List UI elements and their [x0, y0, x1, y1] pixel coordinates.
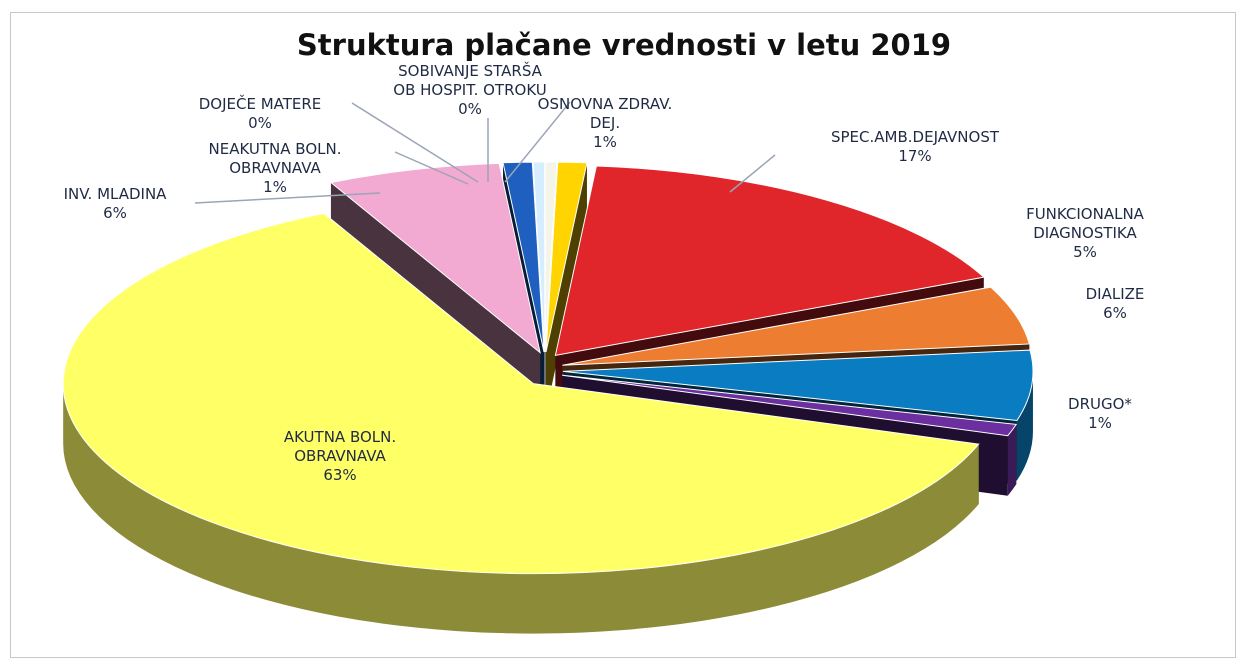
category-label: DIALIZE: [1085, 285, 1145, 303]
category-label: FUNKCIONALNA DIAGNOSTIKA: [1026, 205, 1144, 242]
leader-line: [351, 102, 479, 183]
pie: [62, 161, 1034, 634]
pie-slice: [545, 161, 588, 353]
category-label: OSNOVNA ZDRAV. DEJ.: [537, 95, 673, 132]
pie-slice: [554, 165, 985, 356]
pie-slice: [532, 161, 546, 353]
leader-line: [394, 151, 469, 185]
category-label: SPEC.AMB.DEJAVNOST: [830, 128, 1000, 146]
data-label: DIALIZE 6%: [1086, 285, 1145, 323]
pie-slice: [562, 286, 1031, 366]
data-label: OSNOVNA ZDRAV. DEJ. 1%: [538, 95, 673, 152]
pie-side: [1016, 371, 1033, 481]
pie-slice: [562, 349, 1034, 422]
value-label: 6%: [1103, 304, 1127, 322]
category-label: SOBIVANJE STARŠA OB HOSPIT. OTROKU: [393, 62, 547, 99]
data-label: AKUTNA BOLN. OBRAVNAVA 63%: [284, 428, 396, 485]
pie-side: [63, 383, 979, 634]
leader-line: [194, 192, 381, 204]
data-label: DRUGO* 1%: [1068, 395, 1132, 433]
data-label: SOBIVANJE STARŠA OB HOSPIT. OTROKU 0%: [393, 62, 546, 119]
value-label: 5%: [1073, 243, 1097, 261]
leader-line: [729, 154, 776, 193]
leader-line: [504, 101, 571, 183]
pie-slice: [502, 161, 545, 353]
pie-side: [1007, 424, 1017, 496]
chart-title: Struktura plačane vrednosti v letu 2019: [296, 28, 952, 62]
value-label: 0%: [248, 114, 272, 132]
category-label: DRUGO*: [1068, 395, 1132, 413]
value-label: 1%: [263, 178, 287, 196]
pie-slice: [562, 374, 1018, 437]
value-label: 1%: [593, 133, 617, 151]
value-label: 0%: [458, 100, 482, 118]
value-label: 17%: [898, 147, 932, 165]
data-label: INV. MLADINA 6%: [64, 185, 167, 223]
data-label: SPEC.AMB.DEJAVNOST 17%: [831, 128, 999, 166]
pie-slice: [62, 212, 980, 575]
chart-frame: [10, 12, 1236, 658]
category-label: DOJEČE MATERE: [198, 95, 322, 113]
category-label: NEAKUTNA BOLN. OBRAVNAVA: [208, 140, 342, 177]
category-label: INV. MLADINA: [63, 185, 167, 203]
value-label: 1%: [1088, 414, 1112, 432]
category-label: AKUTNA BOLN. OBRAVNAVA: [283, 428, 397, 465]
pie-slice: [329, 162, 541, 354]
leader-lines: [194, 101, 776, 204]
value-label: 6%: [103, 204, 127, 222]
value-label: 63%: [323, 466, 357, 484]
data-label: DOJEČE MATERE 0%: [199, 95, 322, 133]
data-label: FUNKCIONALNA DIAGNOSTIKA 5%: [1026, 205, 1144, 262]
data-label: NEAKUTNA BOLN. OBRAVNAVA 1%: [209, 140, 342, 197]
